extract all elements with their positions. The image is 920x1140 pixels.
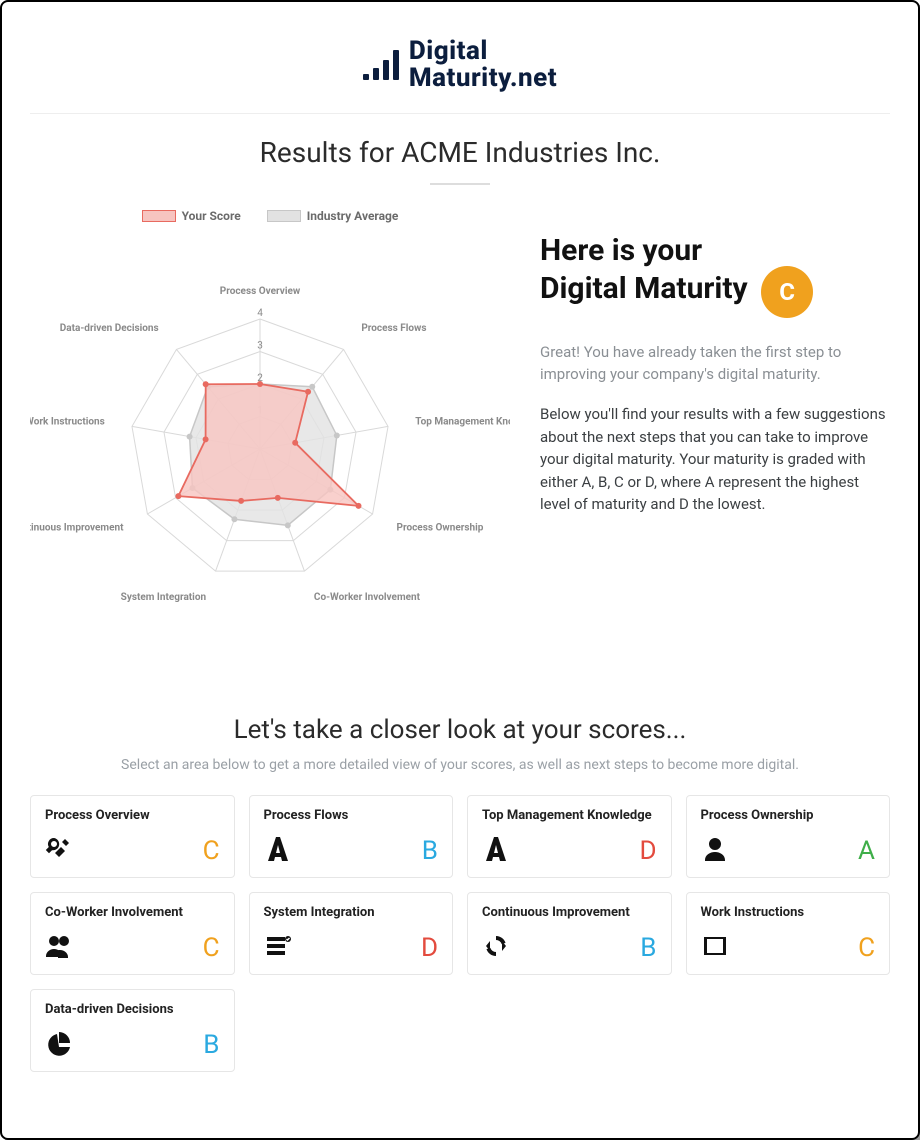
card-grade: B	[203, 1030, 219, 1060]
card-grade: C	[858, 933, 875, 963]
svg-text:Co-Worker Involvement: Co-Worker Involvement	[314, 591, 421, 602]
radar-chart: 1234Process OverviewProcess FlowsTop Man…	[30, 229, 510, 649]
card-title: System Integration	[264, 905, 439, 920]
card-grade: A	[858, 836, 875, 866]
radar-legend: Your Score Industry Average	[30, 209, 510, 223]
road-icon	[482, 835, 510, 867]
legend-your-score: Your Score	[142, 209, 241, 223]
svg-text:Process Flows: Process Flows	[361, 322, 426, 333]
logo-bars-icon	[363, 50, 399, 80]
card-grade: C	[203, 933, 220, 963]
page-title: Results for ACME Industries Inc.	[30, 136, 890, 169]
logo-header: Digital Maturity.net	[30, 24, 890, 114]
svg-text:Data-driven Decisions: Data-driven Decisions	[60, 322, 159, 333]
summary-heading-1: Here is your	[540, 233, 702, 268]
radar-column: Your Score Industry Average 1234Process …	[30, 203, 510, 653]
people-icon	[45, 932, 73, 964]
card-grade: C	[203, 836, 220, 866]
card-title: Process Flows	[264, 808, 439, 823]
score-card[interactable]: System Integration D	[249, 892, 454, 975]
svg-text:Continuous Improvement: Continuous Improvement	[30, 522, 124, 533]
svg-text:Work Instructions: Work Instructions	[30, 416, 105, 427]
logo-text: Digital Maturity.net	[409, 38, 557, 93]
score-card[interactable]: Continuous Improvement B	[467, 892, 672, 975]
overall-grade-badge: C	[761, 266, 813, 318]
svg-text:3: 3	[257, 340, 263, 351]
title-underline	[430, 183, 490, 185]
stack-icon	[264, 932, 292, 964]
cycle-icon	[482, 932, 510, 964]
score-card[interactable]: Process Flows B	[249, 795, 454, 878]
person-icon	[701, 835, 729, 867]
scores-subheading: Select an area below to get a more detai…	[30, 757, 890, 773]
card-grade: D	[639, 836, 656, 866]
card-title: Process Ownership	[701, 808, 876, 823]
score-cards-grid: Process Overview C Process Flows B Top Manag…	[30, 795, 890, 1072]
card-grade: D	[421, 933, 438, 963]
score-card[interactable]: Process Ownership A	[686, 795, 891, 878]
legend-your-score-label: Your Score	[182, 209, 241, 223]
card-title: Top Management Knowledge	[482, 808, 657, 823]
legend-industry-average: Industry Average	[267, 209, 399, 223]
tools-icon	[45, 835, 73, 867]
legend-industry-average-label: Industry Average	[307, 209, 399, 223]
score-card[interactable]: Work Instructions C	[686, 892, 891, 975]
card-title: Continuous Improvement	[482, 905, 657, 920]
summary-lead: Great! You have already taken the first …	[540, 342, 890, 386]
card-title: Data-driven Decisions	[45, 1002, 220, 1017]
summary-heading-2: Digital Maturity	[540, 271, 748, 306]
svg-text:Process Overview: Process Overview	[220, 286, 301, 297]
logo-line-1: Digital	[409, 38, 557, 65]
summary-body: Below you'll find your results with a fe…	[540, 403, 890, 516]
card-title: Process Overview	[45, 808, 220, 823]
svg-text:Process Ownership: Process Ownership	[397, 522, 484, 533]
card-grade: B	[422, 836, 438, 866]
pie-icon	[45, 1029, 73, 1061]
score-card[interactable]: Co-Worker Involvement C	[30, 892, 235, 975]
film-icon	[701, 932, 729, 964]
summary-column: Here is your Digital Maturity C Great! Y…	[540, 203, 890, 653]
card-title: Co-Worker Involvement	[45, 905, 220, 920]
score-card[interactable]: Data-driven Decisions B	[30, 989, 235, 1072]
card-grade: B	[640, 933, 656, 963]
score-card[interactable]: Process Overview C	[30, 795, 235, 878]
svg-text:4: 4	[257, 308, 263, 319]
svg-text:Top Management Knowledge: Top Management Knowledge	[415, 416, 510, 427]
road-icon	[264, 835, 292, 867]
score-card[interactable]: Top Management Knowledge D	[467, 795, 672, 878]
card-title: Work Instructions	[701, 905, 876, 920]
logo-line-2: Maturity.net	[409, 65, 557, 92]
scores-heading: Let's take a closer look at your scores.…	[30, 715, 890, 745]
svg-text:System Integration: System Integration	[121, 591, 207, 602]
